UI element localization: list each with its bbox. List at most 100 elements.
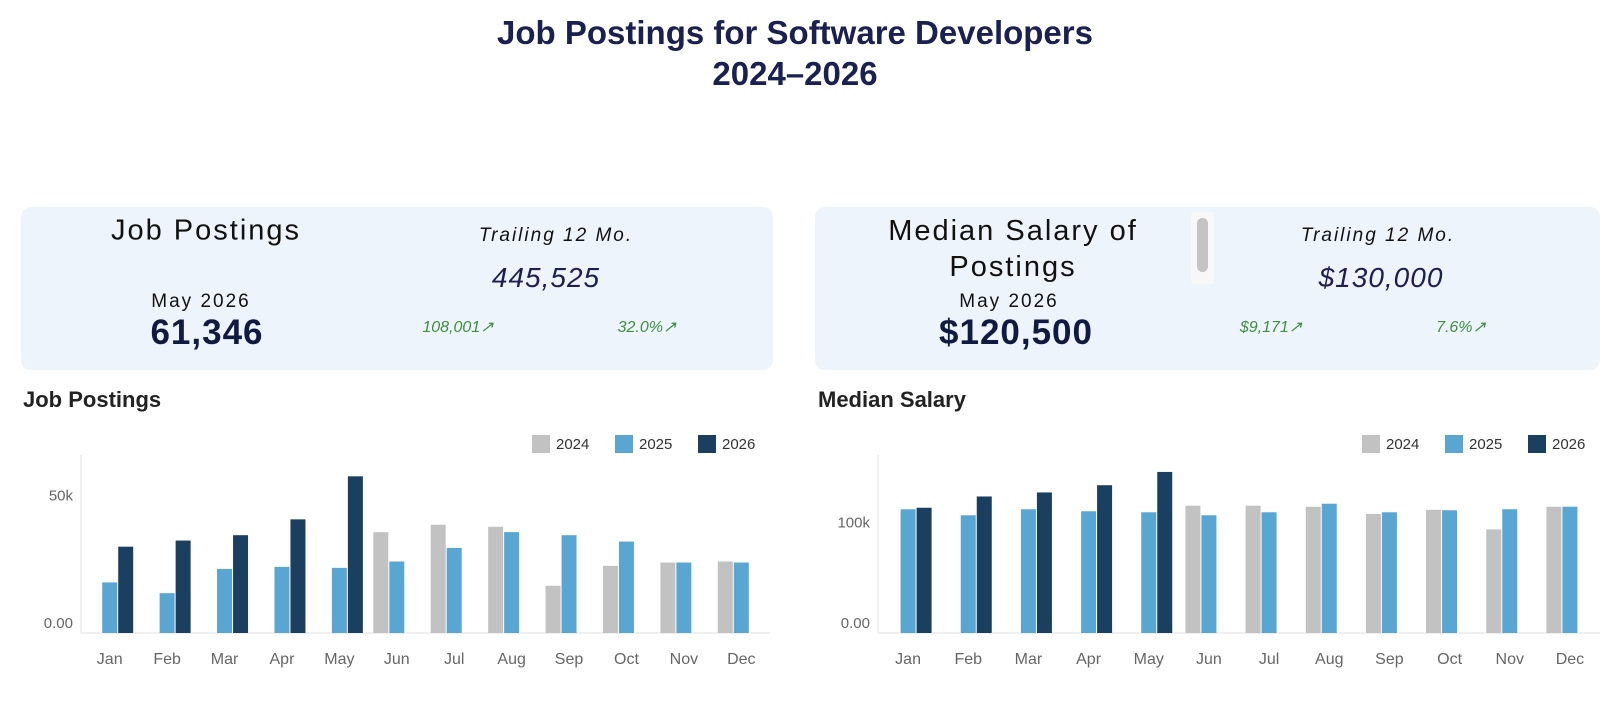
legend-label: 2024 [556, 436, 589, 453]
x-tick-label: Jun [1196, 651, 1222, 668]
legend-swatch [615, 435, 633, 453]
legend-label: 2025 [639, 436, 672, 453]
y-tick-label: 0.00 [841, 615, 870, 632]
bar [1245, 505, 1261, 633]
bar [274, 566, 290, 633]
legend-swatch [1445, 435, 1463, 453]
card-period: May 2026 [151, 291, 251, 312]
bar [1381, 512, 1397, 633]
legend-swatch [532, 435, 550, 453]
card-value: 61,346 [150, 313, 264, 352]
x-tick-label: Sep [1375, 651, 1404, 668]
chart-title: Job Postings [23, 387, 161, 412]
bar [976, 496, 992, 633]
bar [676, 562, 692, 633]
bar [618, 541, 634, 633]
bar [1185, 505, 1201, 633]
bar [504, 532, 520, 633]
bar [446, 547, 462, 633]
x-tick-label: Jan [97, 651, 123, 668]
bar [1305, 506, 1321, 633]
scrollbar-thumb[interactable] [1197, 218, 1208, 272]
trailing-value: $130,000 [1318, 262, 1444, 293]
bar [1036, 492, 1052, 633]
page-title: Job Postings for Software Developers [497, 14, 1093, 51]
change-pct: 7.6%↗ [1436, 319, 1486, 336]
bar [159, 593, 175, 633]
legend-label: 2025 [1469, 436, 1502, 453]
x-tick-label: Dec [727, 651, 755, 668]
bar [916, 507, 932, 633]
bar [233, 535, 249, 633]
change-pct: 32.0%↗ [617, 319, 677, 336]
card-title: Median Salary of Postings [888, 215, 1138, 283]
bar [217, 568, 233, 633]
bar [1097, 485, 1113, 633]
bar [331, 567, 347, 633]
bar [1081, 511, 1097, 633]
bar [1546, 506, 1562, 633]
kpi-card [21, 207, 773, 370]
x-tick-label: Jul [1259, 651, 1279, 668]
bar [389, 561, 405, 633]
trailing-value: 445,525 [491, 262, 601, 293]
bar [900, 509, 916, 633]
bar [717, 561, 733, 633]
bar [561, 535, 577, 633]
bar [1321, 503, 1337, 633]
x-tick-label: Sep [555, 651, 584, 668]
trailing-label: Trailing 12 Mo. [478, 225, 634, 246]
legend-label: 2024 [1386, 436, 1419, 453]
bar [118, 546, 134, 633]
legend-swatch [1362, 435, 1380, 453]
x-tick-label: Mar [1015, 651, 1043, 668]
x-tick-label: Feb [954, 651, 982, 668]
card-value: $120,500 [939, 313, 1093, 352]
x-tick-label: Nov [670, 651, 698, 668]
bar [1365, 513, 1381, 633]
x-tick-label: May [324, 651, 354, 668]
x-tick-label: Jan [895, 651, 921, 668]
bar [545, 585, 561, 633]
chart-title: Median Salary [818, 387, 967, 412]
x-tick-label: Apr [1076, 651, 1102, 668]
y-tick-label: 0.00 [44, 615, 73, 632]
bar [102, 582, 118, 633]
x-tick-label: Aug [1315, 651, 1343, 668]
bar [1502, 509, 1518, 633]
change-abs: 108,001↗ [422, 319, 494, 336]
bar [1442, 510, 1458, 633]
x-tick-label: May [1134, 651, 1164, 668]
page-subtitle: 2024–2026 [712, 55, 878, 92]
bar [175, 540, 191, 633]
bar [1201, 515, 1217, 633]
x-tick-label: Oct [1437, 651, 1462, 668]
y-tick-label: 50k [49, 487, 74, 504]
legend-label: 2026 [722, 436, 755, 453]
x-tick-label: Apr [270, 651, 296, 668]
legend-label: 2026 [1552, 436, 1585, 453]
y-tick-label: 100k [837, 514, 870, 531]
bar [1020, 509, 1036, 633]
bar [660, 562, 676, 633]
x-tick-label: Dec [1556, 651, 1584, 668]
bar [1562, 506, 1578, 633]
bar [1486, 529, 1502, 633]
x-tick-label: Nov [1496, 651, 1524, 668]
bar [1141, 512, 1157, 633]
x-tick-label: Oct [614, 651, 639, 668]
scrollbar[interactable] [1191, 212, 1214, 284]
card-title: Job Postings [110, 214, 302, 247]
x-tick-label: Mar [211, 651, 239, 668]
x-tick-label: Feb [153, 651, 181, 668]
bar [960, 515, 976, 633]
change-abs: $9,171↗ [1239, 319, 1303, 336]
x-tick-label: Aug [497, 651, 525, 668]
x-tick-label: Jun [384, 651, 410, 668]
legend-swatch [698, 435, 716, 453]
bar [733, 562, 749, 633]
legend-swatch [1528, 435, 1546, 453]
bar [488, 526, 504, 633]
